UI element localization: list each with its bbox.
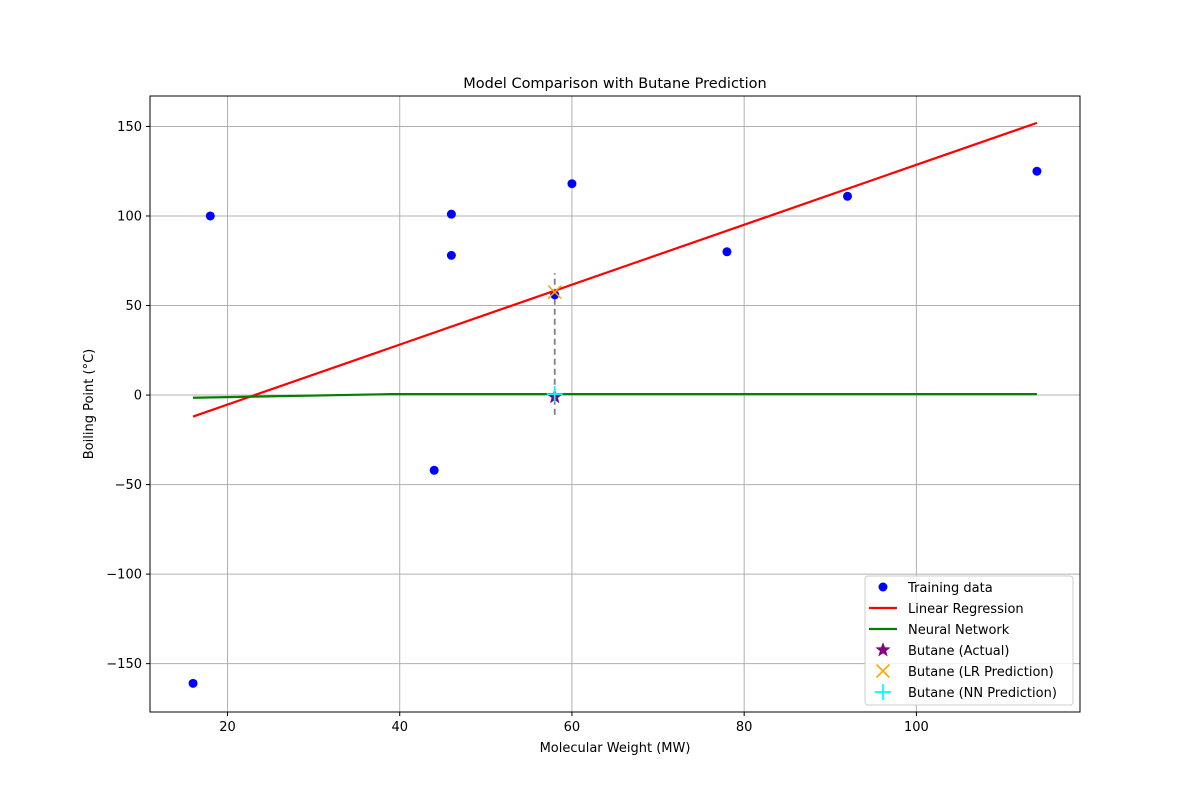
legend-symbol-butane-lr-stroke (875, 663, 891, 679)
training-point (188, 678, 198, 688)
legend-symbol-butane-nn (875, 684, 891, 700)
y-tick-label: 150 (117, 120, 142, 135)
ticks: 20 40 60 80 100 −150 −100 −50 0 50 100 150 (106, 120, 929, 735)
training-point (722, 247, 732, 257)
chart-title: Model Comparison with Butane Prediction (463, 76, 766, 92)
y-tick-label: 0 (134, 389, 142, 404)
x-tick-label: 80 (736, 720, 753, 735)
training-point (205, 211, 215, 221)
training-point (429, 465, 439, 475)
legend-symbol-training (878, 582, 888, 592)
y-tick-label: 100 (117, 209, 142, 224)
axes-frame (149, 95, 1081, 713)
legend-label-linear-regression: Linear Regression (908, 602, 1024, 617)
y-tick-label: 50 (125, 299, 142, 314)
training-point (843, 191, 852, 201)
x-tick-label: 20 (219, 720, 236, 735)
butane-lr-marker (547, 285, 562, 300)
legend-label-training: Training data (907, 581, 993, 596)
training-point (446, 250, 456, 260)
x-axis-label: Molecular Weight (MW) (540, 741, 691, 756)
y-tick-label: −100 (106, 568, 142, 583)
butane-lr-marker-stroke (547, 285, 562, 300)
training-point (446, 209, 456, 219)
y-tick-label: −150 (106, 657, 142, 672)
y-axis-label: Boiling Point (°C) (82, 349, 97, 459)
x-tick-label: 60 (564, 720, 581, 735)
legend: Training data Linear Regression Neural N… (864, 575, 1074, 706)
y-tick-label: −50 (115, 478, 142, 493)
legend-label-butane-actual: Butane (Actual) (908, 644, 1009, 659)
legend-label-butane-nn: Butane (NN Prediction) (908, 686, 1057, 701)
legend-label-neural-network: Neural Network (908, 623, 1010, 638)
legend-symbol-butane-actual (875, 642, 891, 657)
legend-symbol-butane-lr (875, 663, 891, 679)
plot-area (188, 121, 1042, 688)
legend-box (864, 575, 1074, 706)
neural-network-line (193, 393, 1037, 399)
x-tick-label: 40 (391, 720, 408, 735)
linear-regression-line (192, 121, 1038, 418)
training-point (567, 179, 577, 189)
x-tick-label: 100 (904, 720, 929, 735)
training-point (1032, 166, 1042, 176)
butane-nn-marker (546, 386, 563, 403)
legend-label-butane-lr: Butane (LR Prediction) (908, 665, 1054, 680)
